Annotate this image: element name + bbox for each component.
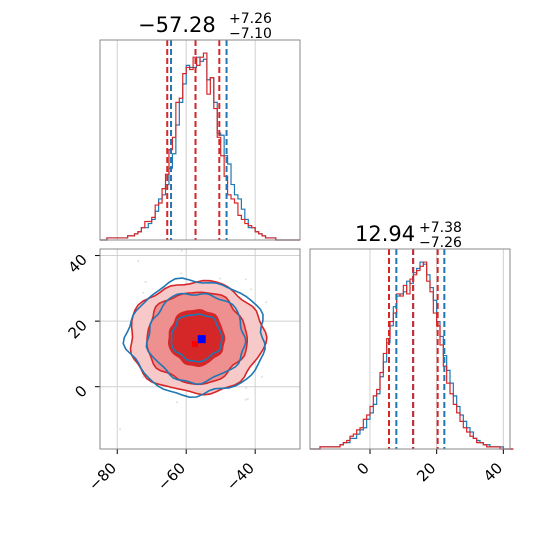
axes-frame xyxy=(99,248,301,450)
marker xyxy=(197,335,206,344)
sample-point xyxy=(142,291,145,294)
sample-point xyxy=(244,398,247,401)
sample-point xyxy=(261,375,264,378)
axes-frame xyxy=(309,248,511,450)
title-bottom-right-median: 12.94 xyxy=(355,222,415,246)
title-bottom-right-plus: +7.38 xyxy=(419,220,462,236)
sample-point xyxy=(244,278,247,281)
sample-point xyxy=(219,277,222,280)
markers xyxy=(191,335,206,348)
contour-line xyxy=(122,277,266,399)
histogram-series xyxy=(100,52,300,241)
histogram-line xyxy=(100,52,300,241)
sample-point xyxy=(250,288,253,291)
panel-top-left: −57.28 +7.26 −7.10 xyxy=(99,11,301,241)
sample-point xyxy=(137,260,140,263)
contour-filled xyxy=(167,308,226,368)
quantile-lines xyxy=(166,40,228,240)
sample-point xyxy=(176,401,179,404)
sample-point xyxy=(265,301,268,304)
sample-point xyxy=(142,376,145,379)
title-top-left: −57.28 xyxy=(138,13,216,37)
title-top-left-median: −57.28 xyxy=(138,13,216,37)
sample-point xyxy=(119,428,122,431)
marker xyxy=(191,341,198,348)
sample-point xyxy=(144,280,147,283)
sample-point xyxy=(180,272,183,275)
title-top-left-plus: +7.26 xyxy=(229,11,272,27)
title-top-left-minus: −7.10 xyxy=(229,26,272,42)
sample-point xyxy=(180,249,183,252)
sample-point xyxy=(245,387,248,390)
quantile-lines xyxy=(388,249,446,449)
axes-frame xyxy=(99,39,301,241)
contour-line xyxy=(145,292,247,386)
sample-point xyxy=(246,397,249,400)
title-bottom-right-minus: −7.26 xyxy=(419,235,462,251)
histogram-line xyxy=(310,261,514,450)
contour-line xyxy=(170,313,224,363)
